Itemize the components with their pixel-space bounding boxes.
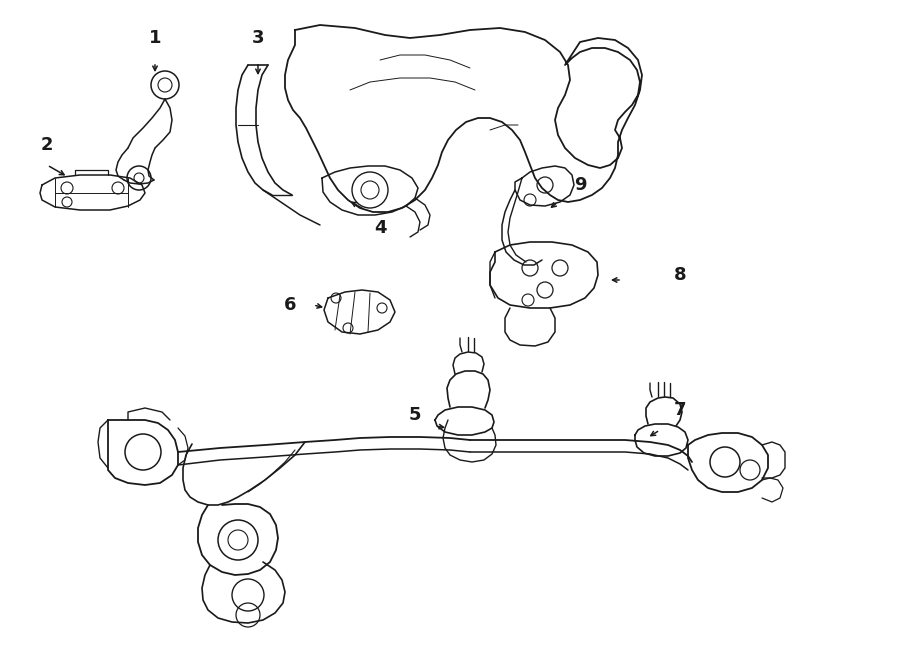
Text: 5: 5	[409, 406, 421, 424]
Text: 8: 8	[674, 266, 687, 284]
Text: 1: 1	[148, 29, 161, 47]
Text: 6: 6	[284, 296, 296, 314]
Text: 3: 3	[252, 29, 265, 47]
Text: 9: 9	[574, 176, 586, 194]
Text: 2: 2	[40, 136, 53, 154]
Text: 4: 4	[374, 219, 386, 237]
Text: 7: 7	[674, 401, 686, 419]
